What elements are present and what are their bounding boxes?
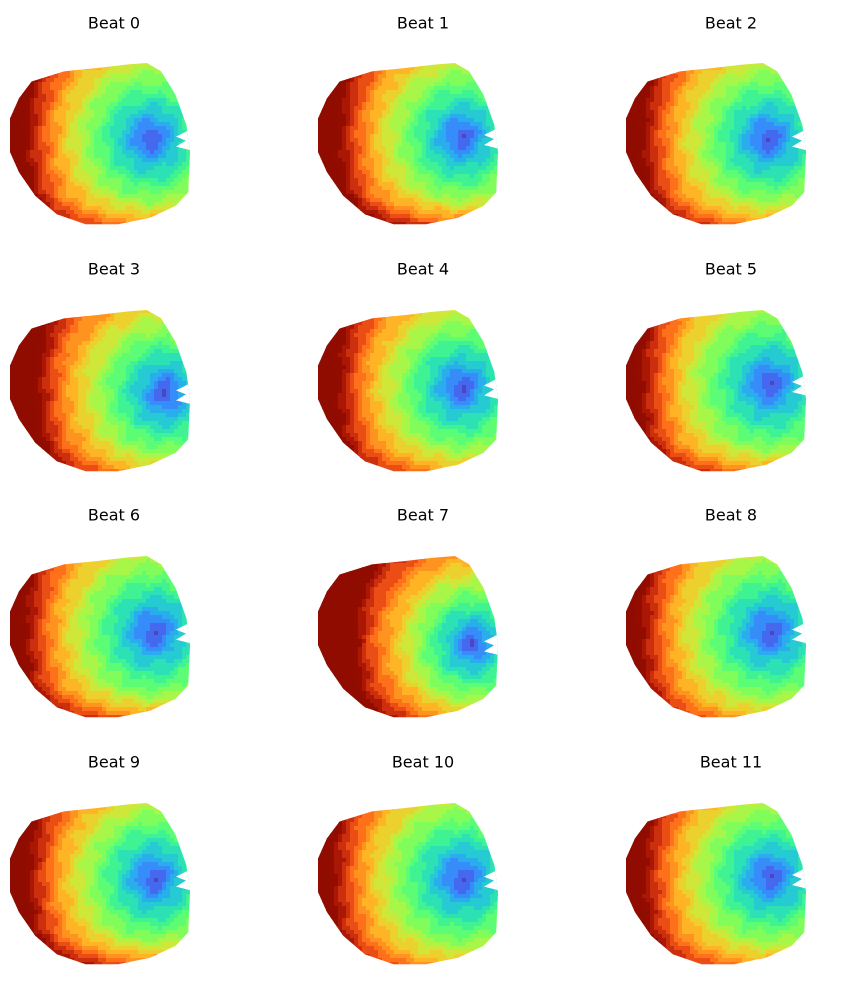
panel-title: Beat 3 xyxy=(88,260,140,279)
panel-title: Beat 5 xyxy=(705,260,757,279)
panel-title: Beat 1 xyxy=(397,14,449,33)
activation-map xyxy=(318,63,498,225)
activation-map xyxy=(10,803,190,965)
activation-map xyxy=(318,556,498,718)
panel-title: Beat 8 xyxy=(705,506,757,525)
activation-map xyxy=(318,803,498,965)
panel-title: Beat 0 xyxy=(88,14,140,33)
activation-map xyxy=(10,63,190,225)
activation-map xyxy=(318,310,498,472)
activation-map xyxy=(626,63,806,225)
panel-title: Beat 2 xyxy=(705,14,757,33)
panel-title: Beat 4 xyxy=(397,260,449,279)
map-notch xyxy=(484,633,498,656)
activation-map xyxy=(626,310,806,472)
panel-title: Beat 9 xyxy=(88,753,140,772)
panel-title: Beat 11 xyxy=(700,753,762,772)
activation-map xyxy=(626,556,806,718)
panel-title: Beat 6 xyxy=(88,506,140,525)
panel-title: Beat 7 xyxy=(397,506,449,525)
activation-map xyxy=(626,803,806,965)
activation-map xyxy=(10,310,190,472)
map-notch xyxy=(176,382,190,405)
panel-title: Beat 10 xyxy=(392,753,454,772)
activation-map xyxy=(10,556,190,718)
